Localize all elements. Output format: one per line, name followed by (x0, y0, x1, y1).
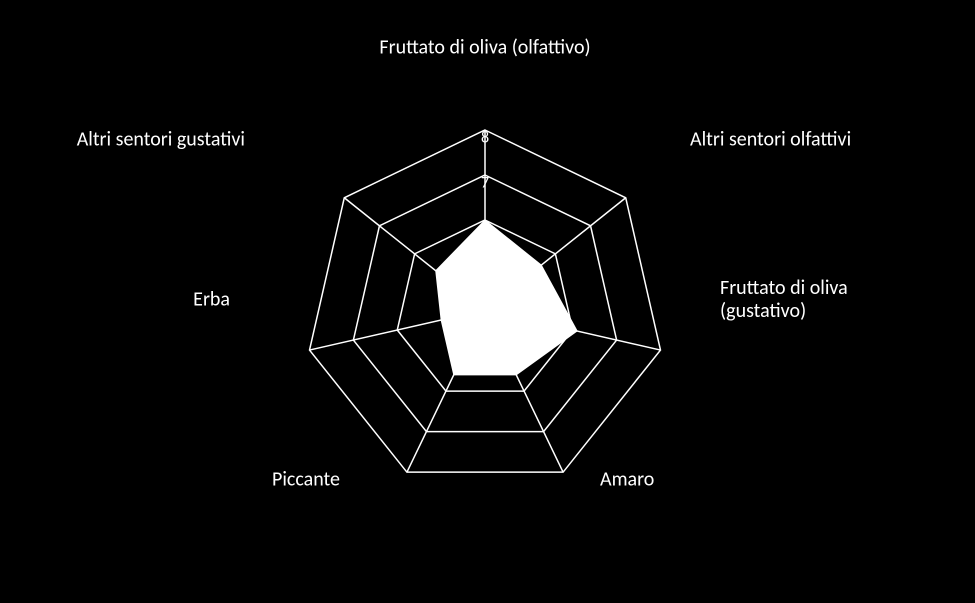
tick-label: 8 (481, 129, 489, 148)
axis-label: Altri sentori gustativi (77, 129, 245, 152)
axis-label: Piccante (272, 469, 340, 492)
axis-label: Fruttato di oliva (olfattivo) (379, 37, 590, 60)
axis-label: Altri sentori olfattivi (690, 129, 851, 152)
tick-label: 7 (481, 174, 489, 193)
tick-label: 6 (481, 219, 489, 238)
tick-label: 5 (481, 264, 489, 283)
axis-label: Fruttato di oliva(gustativo) (720, 277, 848, 323)
axis-label: Amaro (600, 469, 654, 492)
axis-label: Erba (193, 289, 230, 312)
